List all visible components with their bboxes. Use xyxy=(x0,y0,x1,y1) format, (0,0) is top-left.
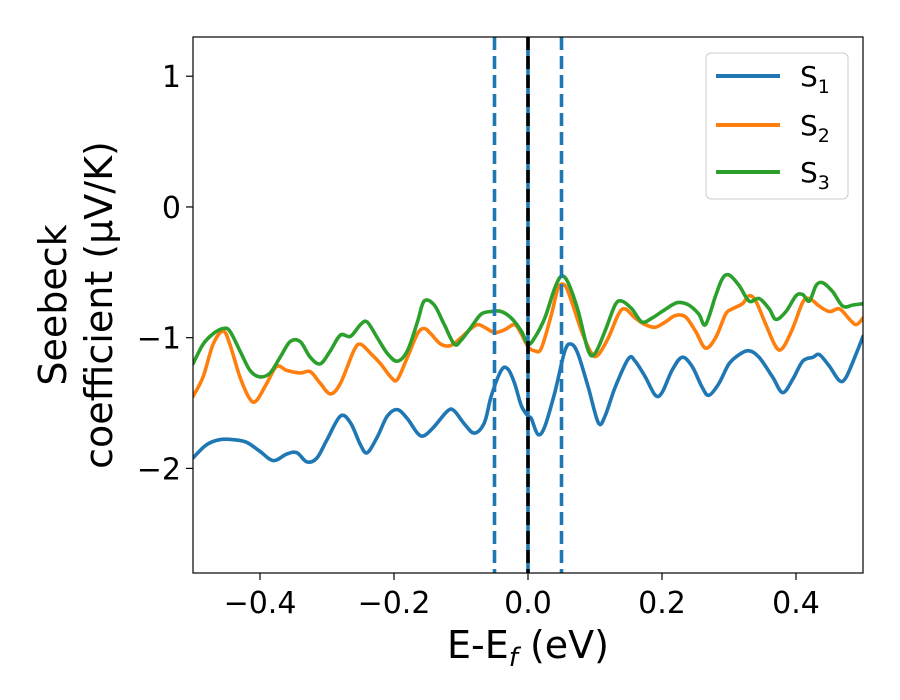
legend-label-s1-sub: 1 xyxy=(818,76,830,98)
x-axis-label-suffix: (eV) xyxy=(518,623,609,667)
y-tick-label: −2 xyxy=(137,452,181,487)
x-tick-label: −0.4 xyxy=(224,586,297,621)
series-line-s3 xyxy=(193,272,863,379)
series-line-s2 xyxy=(193,282,863,404)
x-axis-label: E-Ef (eV) xyxy=(447,623,609,673)
y-axis-label-line2: coefficient (μV/K) xyxy=(77,141,121,469)
y-axis-label-line1: Seebeck xyxy=(31,224,75,385)
legend-label-s1-main: S xyxy=(800,60,818,93)
y-tick-label: 0 xyxy=(162,191,181,226)
legend-label-s3: S3 xyxy=(800,156,830,194)
x-tick-label: −0.2 xyxy=(358,586,431,621)
x-tick-label: 0.2 xyxy=(638,586,686,621)
legend-label-s1: S1 xyxy=(800,60,830,98)
series-line-s1 xyxy=(193,334,863,464)
legend: S1 S2 S3 xyxy=(705,52,849,200)
legend-label-s3-sub: 3 xyxy=(818,172,830,194)
x-tick-label: 0.4 xyxy=(772,586,820,621)
series-layer xyxy=(193,272,863,464)
y-tick-label: 1 xyxy=(162,60,181,95)
x-axis-label-main: E-E xyxy=(447,623,509,667)
y-tick-label: −1 xyxy=(137,322,181,357)
legend-label-s2-sub: 2 xyxy=(818,125,830,147)
legend-label-s3-main: S xyxy=(800,156,818,189)
x-axis-ticks: −0.4 −0.2 0.0 0.2 0.4 xyxy=(224,573,820,621)
legend-label-s2-main: S xyxy=(800,109,818,142)
x-tick-label: 0.0 xyxy=(504,586,552,621)
y-axis-ticks: −2 −1 0 1 xyxy=(137,60,193,487)
legend-label-s2: S2 xyxy=(800,109,830,147)
vline-layer xyxy=(492,37,564,573)
